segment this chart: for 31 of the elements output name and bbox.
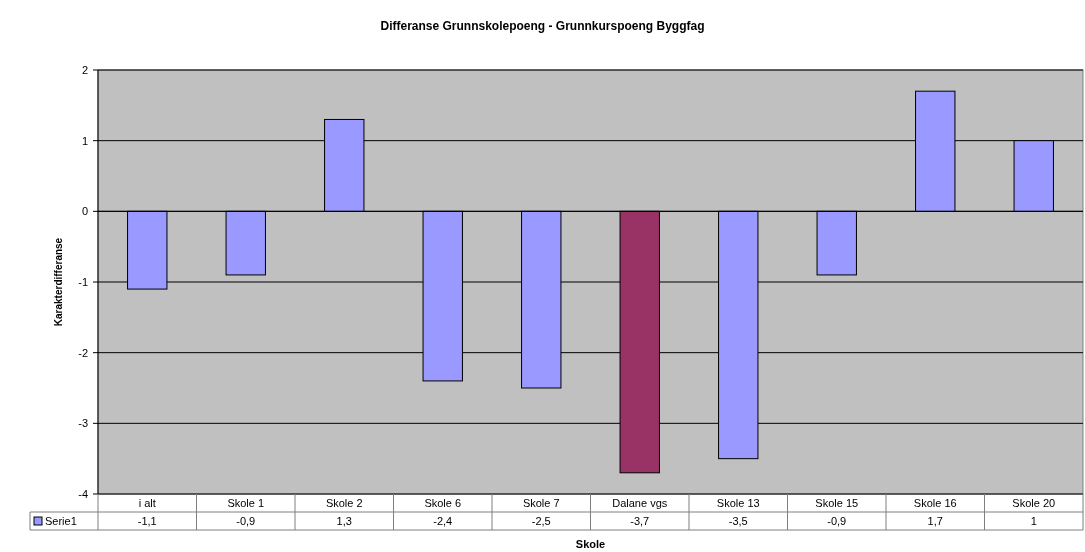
y-tick-label: 0 [81, 205, 88, 218]
x-tick-label: Skole 15 [815, 496, 859, 509]
legend-label: Serie1 [45, 514, 77, 527]
data-label: -2,4 [433, 514, 453, 527]
data-label: 1,3 [336, 514, 352, 527]
y-tick-label: -1 [78, 275, 88, 288]
y-axis-title: Karakterdifferanse [53, 237, 64, 327]
x-tick-label: Skole 6 [424, 496, 462, 509]
data-label: -3,7 [630, 514, 650, 527]
data-label: -2,5 [531, 514, 551, 527]
data-label: 1,7 [927, 514, 943, 527]
y-tick-label: 1 [81, 134, 88, 147]
x-tick-label: Skole 7 [522, 496, 560, 509]
x-tick-label: Skole 2 [325, 496, 363, 509]
x-tick-label: Skole 20 [1012, 496, 1056, 509]
x-tick-label: Skole 1 [227, 496, 265, 509]
data-label: -1,1 [137, 514, 157, 527]
y-tick-label: 2 [81, 63, 88, 76]
y-tick-label: -2 [78, 346, 88, 359]
x-tick-label: Dalane vgs [612, 496, 668, 509]
x-tick-label: i alt [138, 496, 156, 509]
y-tick-label: -3 [78, 417, 88, 430]
y-tick-label: -4 [78, 487, 88, 500]
x-tick-label: Skole 16 [913, 496, 957, 509]
data-label: -0,9 [827, 514, 847, 527]
x-tick-label: Skole 13 [716, 496, 760, 509]
data-label: -0,9 [236, 514, 256, 527]
data-label: 1 [1030, 514, 1037, 527]
data-label: -3,5 [728, 514, 748, 527]
x-axis-title: Skole [575, 538, 606, 550]
chart-title: Differanse Grunnskolepoeng - Grunnkurspoeng Byggfag [380, 19, 705, 33]
